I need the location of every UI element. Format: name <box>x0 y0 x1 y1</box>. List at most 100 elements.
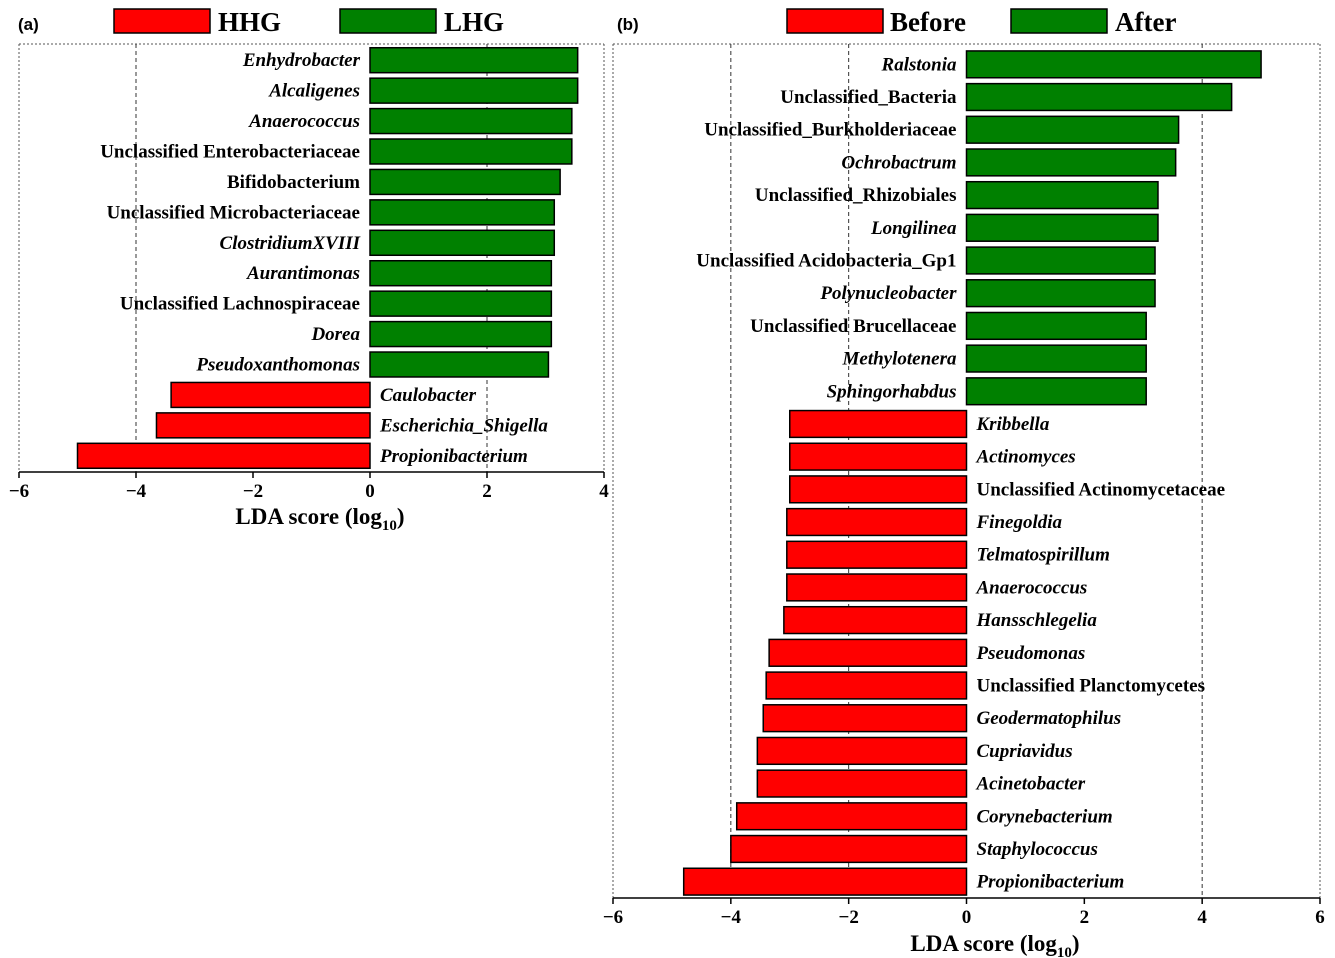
bar <box>783 605 968 635</box>
bar <box>765 671 968 700</box>
bar <box>369 138 573 165</box>
bar <box>369 107 573 135</box>
bar <box>965 246 1156 275</box>
bar-label: Anaerococcus <box>248 111 360 132</box>
bar-label: Polynucleobacter <box>819 283 957 304</box>
bar-label: Cupriavidus <box>977 741 1073 762</box>
x-tick-label: 4 <box>599 481 609 502</box>
panel-b-letter: (b) <box>617 15 639 34</box>
bar-label: Unclassified Planctomycetes <box>977 676 1205 697</box>
bar-label: Unclassified_Burkholderiaceae <box>704 120 956 141</box>
bar <box>369 77 579 104</box>
bar <box>965 50 1262 79</box>
bar <box>756 769 968 798</box>
bar-label: Unclassified Brucellaceae <box>750 316 956 337</box>
bar <box>789 442 968 471</box>
panel-b-x-axis-title: LDA score (log10) <box>910 931 1079 958</box>
bar <box>965 115 1180 144</box>
bar <box>369 259 553 287</box>
bar-label: Unclassified Actinomycetaceae <box>977 479 1226 500</box>
bar-label: Propionibacterium <box>379 446 528 467</box>
bar-label: Longilinea <box>870 218 957 239</box>
bar-label: Unclassified_Rhizobiales <box>755 185 957 206</box>
x-tick-label: −4 <box>126 481 147 502</box>
bar <box>965 377 1147 406</box>
bar-label: Sphingorhabdus <box>827 381 957 402</box>
x-tick-label: −6 <box>9 481 29 502</box>
bar-label: Finegoldia <box>976 512 1063 533</box>
panel-a-x-axis: −6 −4 −2 0 2 4 <box>9 471 609 502</box>
bar-label: Unclassified Acidobacteria_Gp1 <box>696 251 956 272</box>
bar-label: Enhydrobacter <box>242 50 361 71</box>
bar <box>965 180 1159 210</box>
panel-a-bar-labels: Enhydrobacter Alcaligenes Anaerococcus Uncl… <box>100 50 548 467</box>
bar <box>369 229 556 257</box>
bar-label: Anaerococcus <box>976 577 1088 598</box>
bar-label: Escherichia_Shigella <box>379 415 548 436</box>
bar-label: Aurantimonas <box>246 263 360 284</box>
panel-b-bars <box>682 50 1262 896</box>
legend-hhg-swatch <box>113 8 211 34</box>
x-tick-label: 2 <box>1080 907 1090 928</box>
x-tick-label: −6 <box>603 907 623 928</box>
bar-label: Pseudoxanthomonas <box>195 355 360 376</box>
bar-label: Geodermatophilus <box>977 708 1122 729</box>
bar <box>369 199 556 226</box>
panel-b-gridlines <box>612 43 1321 898</box>
panel-a-x-axis-title: LDA score (log10) <box>235 504 404 534</box>
x-tick-label: −2 <box>243 481 263 502</box>
legend-before-label: Before <box>890 7 966 37</box>
bar <box>735 802 968 831</box>
bar-label: ClostridiumXVIII <box>220 233 361 254</box>
bar <box>786 540 968 569</box>
panel-a-lda-chart: (a) HHG LHG Enhydrobacter Alcaligenes Anae… <box>9 7 609 534</box>
x-tick-label: 0 <box>962 907 972 928</box>
bar-label: Alcaligenes <box>268 81 360 102</box>
panel-b-legend: Before After <box>786 7 1176 37</box>
bar-label: Methylotenera <box>842 349 957 370</box>
panel-a-legend: HHG LHG <box>113 7 504 37</box>
bar <box>76 442 371 470</box>
bar-label: Unclassified Enterobacteriaceae <box>100 142 360 163</box>
bar <box>965 148 1177 177</box>
bar <box>369 290 553 317</box>
legend-lhg-label: LHG <box>444 7 504 37</box>
bar-label: Caulobacter <box>380 385 477 406</box>
bar-label: Pseudomonas <box>976 643 1086 664</box>
bar <box>682 867 968 896</box>
bar <box>155 412 371 439</box>
x-tick-label: 0 <box>365 481 375 502</box>
legend-before-swatch <box>786 8 884 34</box>
panel-b-bar-labels: Ralstonia Unclassified_Bacteria Unclassifi… <box>696 54 1225 892</box>
x-tick-label: 4 <box>1197 907 1207 928</box>
x-tick-label: 2 <box>482 481 492 502</box>
bar <box>789 409 968 439</box>
bar <box>369 320 553 348</box>
legend-lhg-swatch <box>339 8 437 34</box>
bar-label: Telmatospirillum <box>977 545 1110 566</box>
bar <box>768 638 968 667</box>
bar-label: Ochrobactrum <box>841 152 956 173</box>
bar-label: Actinomyces <box>976 447 1076 468</box>
bar <box>369 46 579 74</box>
bar <box>965 344 1147 373</box>
bar-label: Propionibacterium <box>976 872 1125 893</box>
bar-label: Unclassified Microbacteriaceae <box>107 202 360 223</box>
x-tick-label: −2 <box>839 907 859 928</box>
bar-label: Corynebacterium <box>977 806 1113 827</box>
bar <box>369 351 550 378</box>
bar-label: Unclassified Lachnospiraceae <box>120 294 360 315</box>
legend-after-swatch <box>1010 8 1108 34</box>
bar <box>786 507 968 537</box>
legend-hhg-label: HHG <box>218 7 281 37</box>
bar <box>786 573 968 602</box>
bar-label: Bifidobacterium <box>227 172 360 193</box>
bar-label: Kribbella <box>976 414 1050 435</box>
bar-label: Ralstonia <box>881 54 957 75</box>
panel-a-gridlines <box>18 43 605 472</box>
panel-b-lda-chart: (b) Before After Ralstonia Unclassified_B… <box>603 7 1325 958</box>
bar-label: Dorea <box>310 324 360 345</box>
bar <box>789 475 968 504</box>
bar <box>965 311 1147 341</box>
